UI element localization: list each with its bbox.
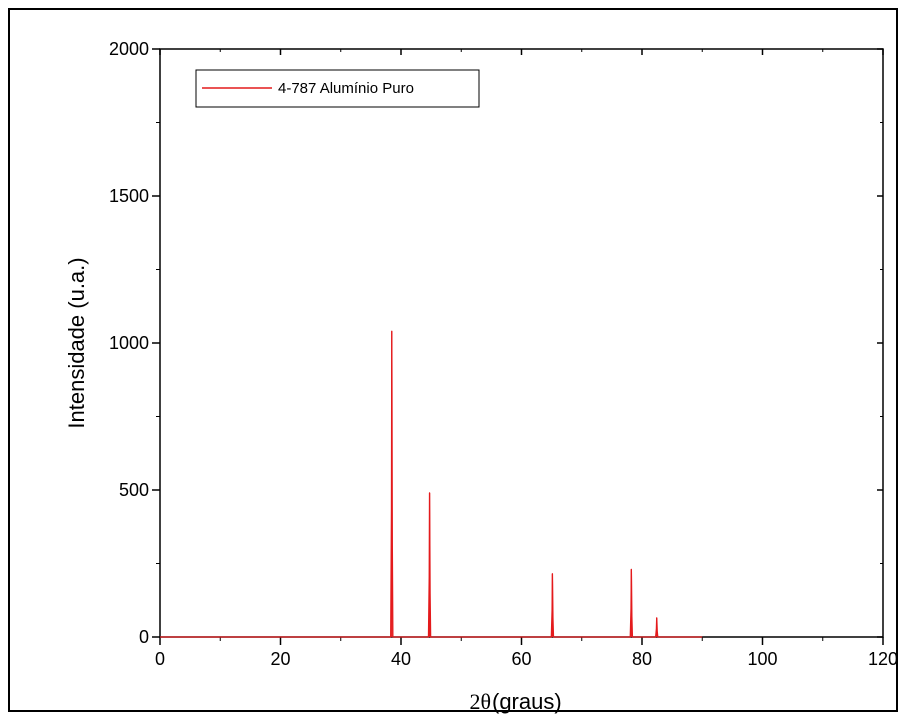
legend-label: 4-787 Alumínio Puro	[278, 80, 414, 97]
series-group	[160, 330, 703, 638]
x-tick-label: 60	[511, 649, 531, 669]
series-line	[160, 330, 703, 638]
x-tick-label: 100	[747, 649, 777, 669]
x-axis-label: 2θ (graus)	[469, 689, 561, 714]
y-tick-label: 2000	[109, 39, 149, 59]
axes-box	[159, 48, 884, 638]
x-tick-label: 80	[632, 649, 652, 669]
y-tick-label: 500	[119, 480, 149, 500]
x-axis-symbol: 2θ	[469, 689, 491, 714]
y-axis-label: Intensidade (u.a.)	[64, 257, 89, 428]
chart-frame	[8, 8, 898, 712]
y-tick-label: 1500	[109, 186, 149, 206]
x-tick-label: 40	[391, 649, 411, 669]
axis-ticks: 0 20 40 60 80 100 120 0 500 1000 1500 2000	[109, 39, 898, 669]
legend: 4-787 Alumínio Puro	[195, 69, 480, 108]
x-tick-label: 120	[868, 649, 898, 669]
x-tick-label: 20	[270, 649, 290, 669]
plot-area: 0 20 40 60 80 100 120 0 500 1000 1500 2000	[109, 39, 898, 669]
y-tick-label: 0	[139, 627, 149, 647]
y-tick-label: 1000	[109, 333, 149, 353]
x-axis-unit: (graus)	[492, 689, 562, 714]
x-tick-label: 0	[155, 649, 165, 669]
